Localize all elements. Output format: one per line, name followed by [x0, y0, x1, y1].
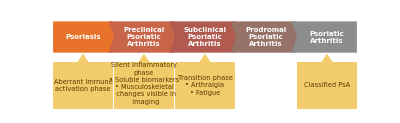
Text: Transition phase
• Arthralgia
• Fatigue: Transition phase • Arthralgia • Fatigue — [178, 75, 232, 96]
Text: Psoriasis: Psoriasis — [65, 34, 101, 40]
Polygon shape — [322, 54, 332, 62]
Polygon shape — [200, 54, 210, 62]
Polygon shape — [53, 21, 118, 53]
FancyBboxPatch shape — [297, 62, 357, 108]
Polygon shape — [78, 54, 88, 62]
Polygon shape — [292, 21, 357, 53]
Text: Subclinical
Psoriatic
Arthritis: Subclinical Psoriatic Arthritis — [184, 27, 226, 47]
Text: Classified PsA: Classified PsA — [304, 82, 350, 88]
Polygon shape — [138, 54, 150, 62]
Text: Silent inflammatory
phase
• Soluble biomarkers
• Musculoskeletal
  changes visib: Silent inflammatory phase • Soluble biom… — [109, 62, 179, 105]
Text: Psoriatic
Arthritis: Psoriatic Arthritis — [310, 31, 344, 44]
Polygon shape — [230, 21, 302, 53]
Polygon shape — [170, 21, 240, 53]
Text: Preclinical
Psoriatic
Arthritis: Preclinical Psoriatic Arthritis — [123, 27, 165, 47]
Polygon shape — [108, 21, 180, 53]
FancyBboxPatch shape — [175, 62, 235, 108]
FancyBboxPatch shape — [53, 62, 113, 108]
Text: Prodromal
Psoriatic
Arthritis: Prodromal Psoriatic Arthritis — [245, 27, 287, 47]
FancyBboxPatch shape — [114, 62, 174, 108]
Text: Aberrant immune
activation phase: Aberrant immune activation phase — [54, 79, 112, 92]
